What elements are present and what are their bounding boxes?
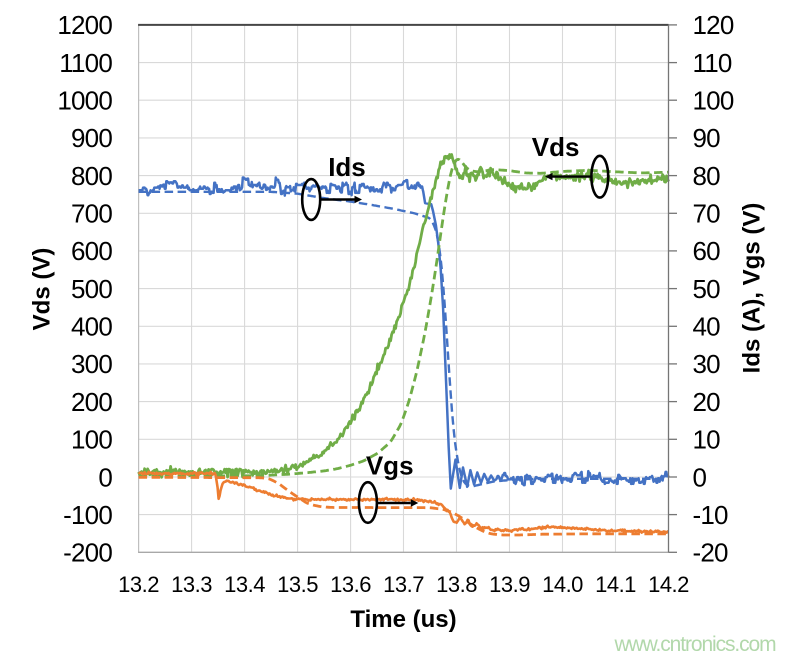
svg-text:Vds: Vds	[532, 132, 580, 162]
svg-text:1000: 1000	[57, 86, 112, 116]
svg-text:1200: 1200	[57, 10, 112, 40]
svg-text:400: 400	[71, 312, 112, 342]
svg-text:600: 600	[71, 236, 112, 266]
svg-text:800: 800	[71, 161, 112, 191]
svg-text:90: 90	[693, 123, 721, 153]
svg-text:-20: -20	[693, 538, 729, 568]
svg-text:www.cntronics.com: www.cntronics.com	[613, 633, 776, 656]
svg-text:80: 80	[693, 161, 721, 191]
svg-text:120: 120	[693, 10, 734, 40]
svg-text:50: 50	[693, 274, 721, 304]
svg-text:0: 0	[98, 462, 112, 492]
svg-text:900: 900	[71, 123, 112, 153]
svg-text:20: 20	[693, 387, 721, 417]
svg-text:500: 500	[71, 274, 112, 304]
svg-text:14.1: 14.1	[595, 572, 636, 597]
svg-text:Time (us): Time (us)	[350, 606, 456, 633]
svg-text:Vds (V): Vds (V)	[28, 248, 55, 331]
svg-text:300: 300	[71, 349, 112, 379]
svg-text:13.6: 13.6	[330, 572, 371, 597]
svg-text:14.0: 14.0	[542, 572, 583, 597]
svg-text:13.5: 13.5	[277, 572, 318, 597]
svg-text:100: 100	[71, 425, 112, 455]
svg-text:40: 40	[693, 312, 721, 342]
svg-text:200: 200	[71, 387, 112, 417]
svg-text:10: 10	[693, 425, 721, 455]
svg-text:-200: -200	[63, 538, 112, 568]
svg-text:13.7: 13.7	[383, 572, 424, 597]
svg-text:13.9: 13.9	[489, 572, 530, 597]
svg-text:13.3: 13.3	[171, 572, 212, 597]
svg-text:-10: -10	[693, 500, 729, 530]
svg-text:Ids: Ids	[328, 152, 366, 182]
svg-text:70: 70	[693, 199, 721, 229]
svg-text:110: 110	[693, 48, 732, 78]
svg-text:Vgs: Vgs	[366, 451, 414, 481]
svg-text:14.2: 14.2	[648, 572, 689, 597]
svg-text:13.8: 13.8	[436, 572, 477, 597]
svg-text:-100: -100	[63, 500, 112, 530]
svg-text:Ids (A), Vgs (V): Ids (A), Vgs (V)	[738, 203, 765, 374]
svg-text:30: 30	[693, 349, 721, 379]
svg-text:13.4: 13.4	[224, 572, 265, 597]
svg-text:1100: 1100	[59, 48, 112, 78]
svg-text:0: 0	[693, 462, 707, 492]
svg-text:13.2: 13.2	[118, 572, 159, 597]
svg-text:60: 60	[693, 236, 721, 266]
svg-text:700: 700	[71, 199, 112, 229]
svg-text:100: 100	[693, 86, 734, 116]
